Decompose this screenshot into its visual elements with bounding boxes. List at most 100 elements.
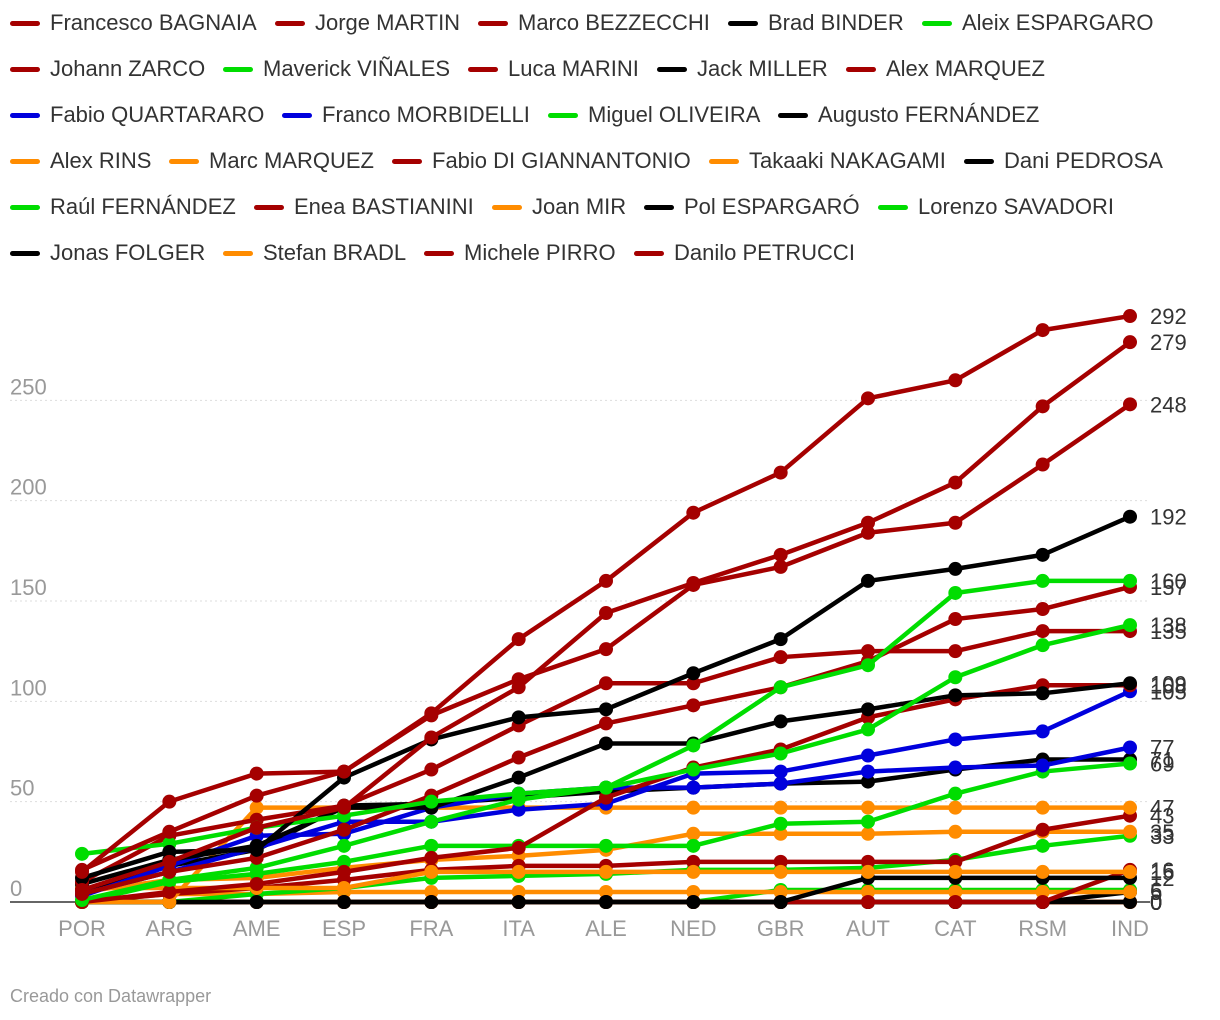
data-point (1123, 573, 1137, 588)
legend-label: Alex RINS (50, 148, 152, 173)
data-point (424, 850, 439, 865)
data-point (511, 884, 526, 899)
data-point (948, 475, 963, 490)
x-tick-label: ESP (322, 916, 366, 941)
data-point (861, 864, 875, 879)
data-point (1035, 758, 1050, 773)
data-point (686, 800, 701, 815)
data-point (686, 505, 701, 520)
legend-item-stefan-bradl: Stefan BRADL (223, 240, 406, 266)
end-label-lorenzo-savadori: 6 (1150, 878, 1162, 903)
x-tick-label: GBR (757, 916, 805, 941)
legend-item-miguel-oliveira: Miguel OLIVEIRA (548, 102, 760, 128)
end-label-alex-marquez: 108 (1150, 673, 1187, 698)
y-tick-label: 200 (10, 475, 47, 500)
data-point (861, 748, 875, 763)
legend-swatch (657, 66, 687, 72)
end-label-jack-miller: 109 (1150, 671, 1187, 696)
end-label-brad-binder: 192 (1150, 505, 1187, 530)
legend-label: Miguel OLIVEIRA (588, 102, 761, 127)
legend-swatch (10, 204, 40, 210)
end-label-maverick-vinales: 138 (1150, 613, 1187, 638)
x-tick-label: FRA (409, 916, 453, 941)
x-tick-label: ARG (145, 916, 193, 941)
end-label-franco-morbidelli: 77 (1150, 735, 1174, 760)
end-label-marco-bezzecchi: 248 (1150, 392, 1187, 417)
legend-swatch (169, 158, 199, 164)
data-point (1035, 724, 1050, 739)
data-point (337, 800, 351, 815)
legend-item-dani-pedrosa: Dani PEDROSA (964, 148, 1163, 174)
data-point (773, 895, 788, 909)
end-label-danilo-petrucci: 0 (1150, 890, 1162, 915)
end-label-pol-espargaro: 5 (1150, 880, 1162, 905)
legend-swatch (634, 250, 664, 256)
legend-item-lorenzo-savadori: Lorenzo SAVADORI (878, 194, 1114, 220)
data-point (1035, 399, 1050, 414)
data-point (1123, 800, 1137, 815)
data-point (686, 780, 701, 795)
x-tick-label: IND (1111, 916, 1149, 941)
data-point (686, 884, 701, 899)
data-point (337, 895, 351, 909)
data-point (948, 670, 963, 685)
data-point (686, 854, 701, 869)
data-point (861, 658, 875, 673)
data-point (1123, 309, 1137, 324)
data-point (1035, 457, 1050, 472)
data-point (599, 780, 613, 795)
data-point (1123, 676, 1137, 691)
legend-swatch (10, 112, 40, 118)
end-label-dani-pedrosa: 12 (1150, 866, 1174, 891)
data-point (599, 676, 613, 691)
legend-swatch (468, 66, 498, 72)
data-point (511, 680, 526, 695)
data-point (861, 764, 875, 779)
legend-label: Pol ESPARGARÓ (684, 194, 860, 219)
data-point (424, 814, 439, 829)
legend-label: Luca MARINI (508, 56, 639, 81)
data-point (599, 736, 613, 751)
y-tick-label: 0 (10, 876, 22, 901)
end-label-takaaki-nakagami: 35 (1150, 820, 1174, 845)
end-label-joan-mir: 5 (1150, 880, 1162, 905)
end-label-fabio-quartararo: 105 (1150, 679, 1187, 704)
legend-item-augusto-fernandez: Augusto FERNÁNDEZ (778, 102, 1039, 128)
end-label-johann-zarco: 157 (1150, 575, 1187, 600)
data-point (337, 880, 351, 895)
data-point (948, 373, 963, 388)
data-point (1123, 864, 1137, 879)
data-point (1035, 638, 1050, 653)
legend-swatch (223, 66, 253, 72)
data-point (249, 842, 264, 857)
data-point (1123, 618, 1137, 633)
data-point (948, 612, 963, 627)
data-point (424, 838, 439, 853)
legend-item-enea-bastianini: Enea BASTIANINI (254, 194, 474, 220)
data-point (424, 884, 439, 899)
legend-label: Brad BINDER (768, 10, 904, 35)
data-point (686, 838, 701, 853)
legend-swatch (644, 204, 674, 210)
y-axis: 0 50 100 150 200 250 (10, 374, 47, 901)
data-point (599, 790, 613, 805)
legend-swatch (964, 158, 994, 164)
legend-label: Takaaki NAKAGAMI (749, 148, 946, 173)
data-point (948, 732, 963, 747)
y-tick-label: 250 (10, 374, 47, 399)
legend-item-joan-mir: Joan MIR (492, 194, 626, 220)
series-layer (75, 309, 1137, 909)
data-point (599, 606, 613, 621)
legend-label: Stefan BRADL (263, 240, 407, 265)
legend-label: Francesco BAGNAIA (50, 10, 257, 35)
data-point (424, 730, 439, 745)
data-point (773, 864, 788, 879)
data-point (948, 884, 963, 899)
legend-item-fabio-di-giannantonio: Fabio DI GIANNANTONIO (392, 148, 691, 174)
legend-label: Fabio DI GIANNANTONIO (432, 148, 691, 173)
data-point (249, 820, 264, 835)
data-point (337, 864, 351, 879)
legend-swatch (254, 204, 284, 210)
data-point (511, 750, 526, 765)
